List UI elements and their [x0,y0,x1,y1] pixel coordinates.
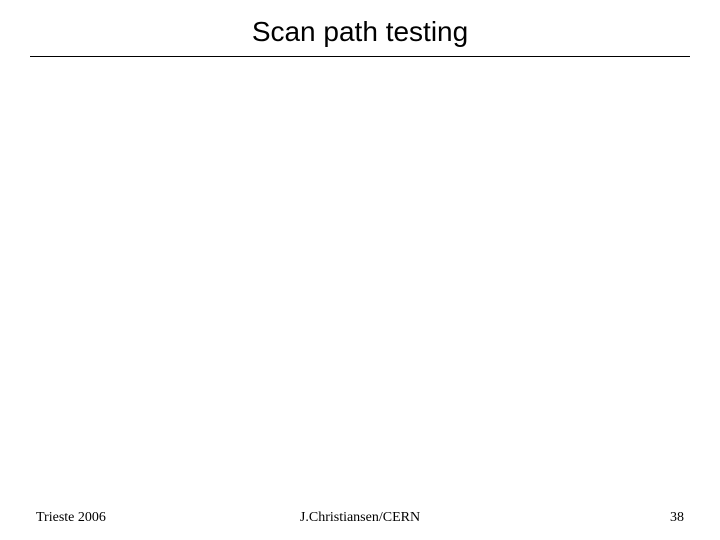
slide: Scan path testing Trieste 2006 J.Christi… [0,0,720,540]
footer-right: 38 [670,510,684,526]
footer-center: J.Christiansen/CERN [0,510,720,526]
slide-title: Scan path testing [0,16,720,48]
title-underline [30,56,690,57]
footer: Trieste 2006 J.Christiansen/CERN 38 [0,506,720,526]
